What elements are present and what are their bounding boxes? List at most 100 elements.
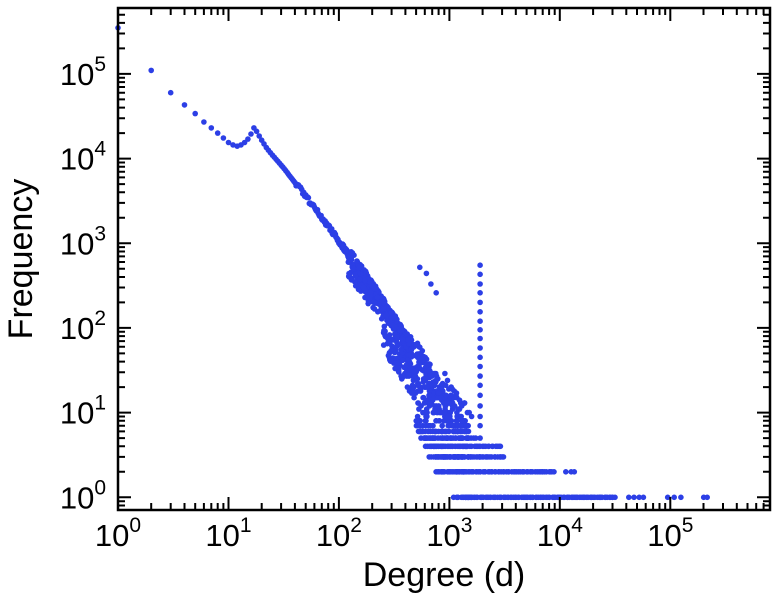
data-point [461,400,468,406]
data-point [426,367,432,374]
data-point [477,435,483,441]
data-point [433,290,440,296]
data-point [362,277,368,284]
data-point [414,413,421,420]
data-point [418,435,424,441]
data-point [388,347,395,354]
data-point [414,418,420,424]
data-point [497,443,504,450]
data-point [421,368,427,374]
axis-tick-labels: 100 101 102 103 104 105 100 101 102 103 104 105 [60,53,694,553]
data-point [357,276,363,283]
data-point [477,345,483,351]
data-point [477,403,483,409]
data-point [256,133,263,139]
data-point [477,318,483,325]
data-point [551,469,557,475]
data-point [443,392,449,399]
data-point [423,418,429,424]
data-point [477,309,483,315]
data-point [148,67,154,74]
data-point [408,346,415,353]
x-tick-label: 104 [537,514,583,553]
data-point [436,418,442,424]
data-point [477,299,483,306]
data-point [435,390,442,396]
data-point [220,135,227,141]
data-point [419,348,426,354]
data-point [439,422,446,429]
data-point [420,409,426,416]
data-point [457,428,463,435]
data-point [381,306,387,312]
data-point [418,428,425,435]
data-point [403,331,410,337]
data-point [360,284,367,291]
data-point [427,372,434,378]
data-point [445,422,452,429]
data-point [448,384,455,390]
data-point [437,394,444,401]
data-point [477,354,483,361]
data-point [399,336,406,343]
data-point [225,139,232,146]
data-point [456,397,463,404]
data-point [414,376,421,382]
data-point [448,392,454,399]
data-point [477,392,483,399]
x-tick-label: 105 [647,514,693,553]
data-point [374,294,381,301]
data-point [426,392,433,399]
x-axis-label: Degree (d) [363,556,526,594]
data-point [477,382,483,389]
data-point [442,370,448,377]
data-point [355,286,362,293]
data-point [345,259,352,266]
data-point [446,428,452,435]
data-point [432,382,438,389]
data-point [381,327,387,334]
data-point [403,362,410,368]
data-point [436,406,443,412]
data-point [678,494,684,501]
data-point [399,357,406,364]
data-point [346,254,352,261]
data-point [563,469,569,475]
data-point [425,422,432,429]
x-tick-label: 103 [426,514,472,553]
data-point [394,334,400,340]
data-point [398,346,405,353]
data-point [399,326,405,333]
data-point [433,377,439,384]
data-point [425,428,432,435]
data-point [408,390,415,396]
data-point [414,351,421,357]
data-point [424,397,430,404]
data-point [454,418,460,424]
data-point [477,422,483,429]
data-point [442,409,448,416]
y-tick-label: 103 [60,222,106,261]
tick-marks [117,8,770,510]
data-point [417,422,423,429]
data-point [466,409,473,416]
data-point [423,270,430,277]
data-point [181,102,188,108]
y-tick-label: 105 [60,53,106,92]
data-point [612,494,618,501]
x-tick-label: 101 [205,514,251,553]
data-point [417,264,423,271]
data-point [354,258,360,264]
data-point [428,281,434,287]
y-tick-label: 102 [60,307,106,346]
data-point [413,341,420,348]
data-point [442,400,449,406]
data-point [477,363,483,370]
data-point [464,428,470,435]
data-point [477,373,483,379]
data-point [394,343,400,350]
data-point [640,494,647,501]
data-point [416,406,422,412]
data-point [453,390,460,396]
data-point [348,277,355,283]
